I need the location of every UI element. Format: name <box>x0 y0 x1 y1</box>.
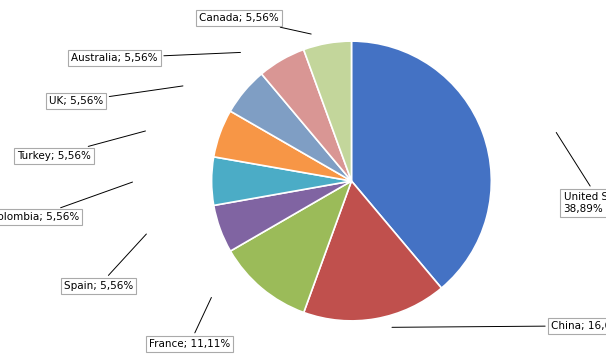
Text: Canada; 5,56%: Canada; 5,56% <box>199 13 311 34</box>
Wedge shape <box>214 111 351 181</box>
Wedge shape <box>214 181 351 251</box>
Text: China; 16,67%: China; 16,67% <box>392 321 606 331</box>
Wedge shape <box>262 50 351 181</box>
Text: France; 11,11%: France; 11,11% <box>149 298 230 349</box>
Text: Colombia; 5,56%: Colombia; 5,56% <box>0 182 133 222</box>
Text: Turkey; 5,56%: Turkey; 5,56% <box>17 131 145 161</box>
Wedge shape <box>304 41 351 181</box>
Text: UK; 5,56%: UK; 5,56% <box>48 86 183 106</box>
Text: Spain; 5,56%: Spain; 5,56% <box>64 234 147 291</box>
Wedge shape <box>351 41 491 288</box>
Wedge shape <box>304 181 441 321</box>
Wedge shape <box>230 181 351 312</box>
Text: United States;
38,89%: United States; 38,89% <box>556 132 606 214</box>
Text: Australia; 5,56%: Australia; 5,56% <box>71 52 241 63</box>
Wedge shape <box>211 157 351 205</box>
Wedge shape <box>230 74 351 181</box>
